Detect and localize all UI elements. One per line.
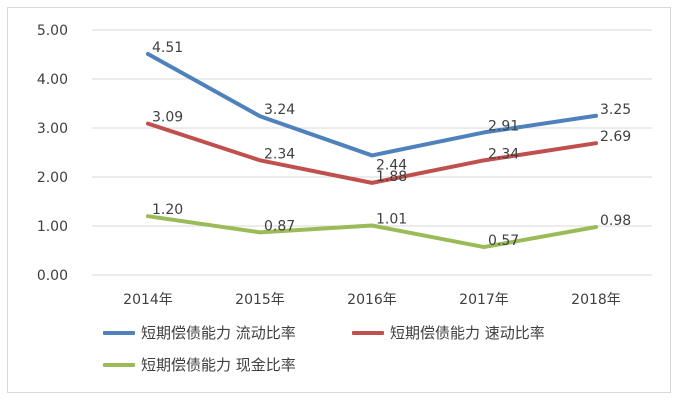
series-line-quick-ratio (146, 121, 598, 185)
series-line-current-ratio (146, 52, 598, 158)
series-line-cash-ratio (146, 214, 598, 250)
data-label-current-ratio: 3.25 (600, 102, 631, 118)
x-axis-tick-labels: 2014年 2015年 2016年 2017年 2018年 (123, 292, 621, 308)
legend-item-quick-ratio: 短期偿债能力 速动比率 (352, 322, 545, 343)
legend-item-current-ratio: 短期偿债能力 流动比率 (103, 322, 296, 343)
y-tick-label: 0.00 (37, 268, 68, 284)
y-tick-label: 4.00 (37, 72, 68, 88)
series-lines (146, 52, 598, 250)
chart-frame (7, 7, 671, 393)
data-label-current-ratio: 3.24 (264, 102, 295, 118)
legend-item-cash-ratio: 短期偿债能力 现金比率 (103, 354, 296, 375)
data-label-current-ratio: 2.44 (376, 157, 407, 173)
y-tick-label: 3.00 (37, 121, 68, 137)
legend-swatch-quick-ratio (352, 330, 384, 335)
x-tick-label: 2014年 (123, 292, 173, 308)
data-label-quick-ratio: 2.34 (264, 146, 295, 162)
legend-swatch-cash-ratio (103, 362, 135, 367)
legend-label-current-ratio: 短期偿债能力 流动比率 (141, 324, 296, 342)
data-label-cash-ratio: 1.01 (376, 212, 407, 228)
data-labels: 4.51 3.24 2.44 2.91 3.25 3.09 2.34 1.88 2.34 2.69… (152, 40, 631, 249)
data-label-cash-ratio: 0.57 (488, 233, 519, 249)
legend-swatch-current-ratio (103, 330, 135, 335)
x-tick-label: 2017年 (459, 292, 509, 308)
gridlines (92, 29, 652, 276)
x-tick-label: 2018年 (571, 292, 621, 308)
data-label-cash-ratio: 0.98 (600, 213, 631, 229)
data-label-current-ratio: 2.91 (488, 118, 519, 134)
legend-label-quick-ratio: 短期偿债能力 速动比率 (390, 324, 545, 342)
y-tick-label: 2.00 (37, 170, 68, 186)
data-label-current-ratio: 4.51 (152, 40, 183, 56)
x-tick-label: 2016年 (347, 292, 397, 308)
legend-label-cash-ratio: 短期偿债能力 现金比率 (141, 356, 296, 374)
data-label-quick-ratio: 1.88 (376, 169, 407, 185)
data-label-cash-ratio: 0.87 (264, 218, 295, 234)
y-tick-label: 1.00 (37, 219, 68, 235)
data-label-quick-ratio: 2.69 (600, 129, 631, 145)
x-tick-label: 2015年 (235, 292, 285, 308)
data-label-quick-ratio: 2.34 (488, 146, 519, 162)
y-tick-label: 5.00 (37, 23, 68, 39)
y-axis-tick-labels: 0.00 1.00 2.00 3.00 4.00 5.00 (37, 23, 68, 284)
data-label-cash-ratio: 1.20 (152, 202, 183, 218)
data-label-quick-ratio: 3.09 (152, 110, 183, 126)
